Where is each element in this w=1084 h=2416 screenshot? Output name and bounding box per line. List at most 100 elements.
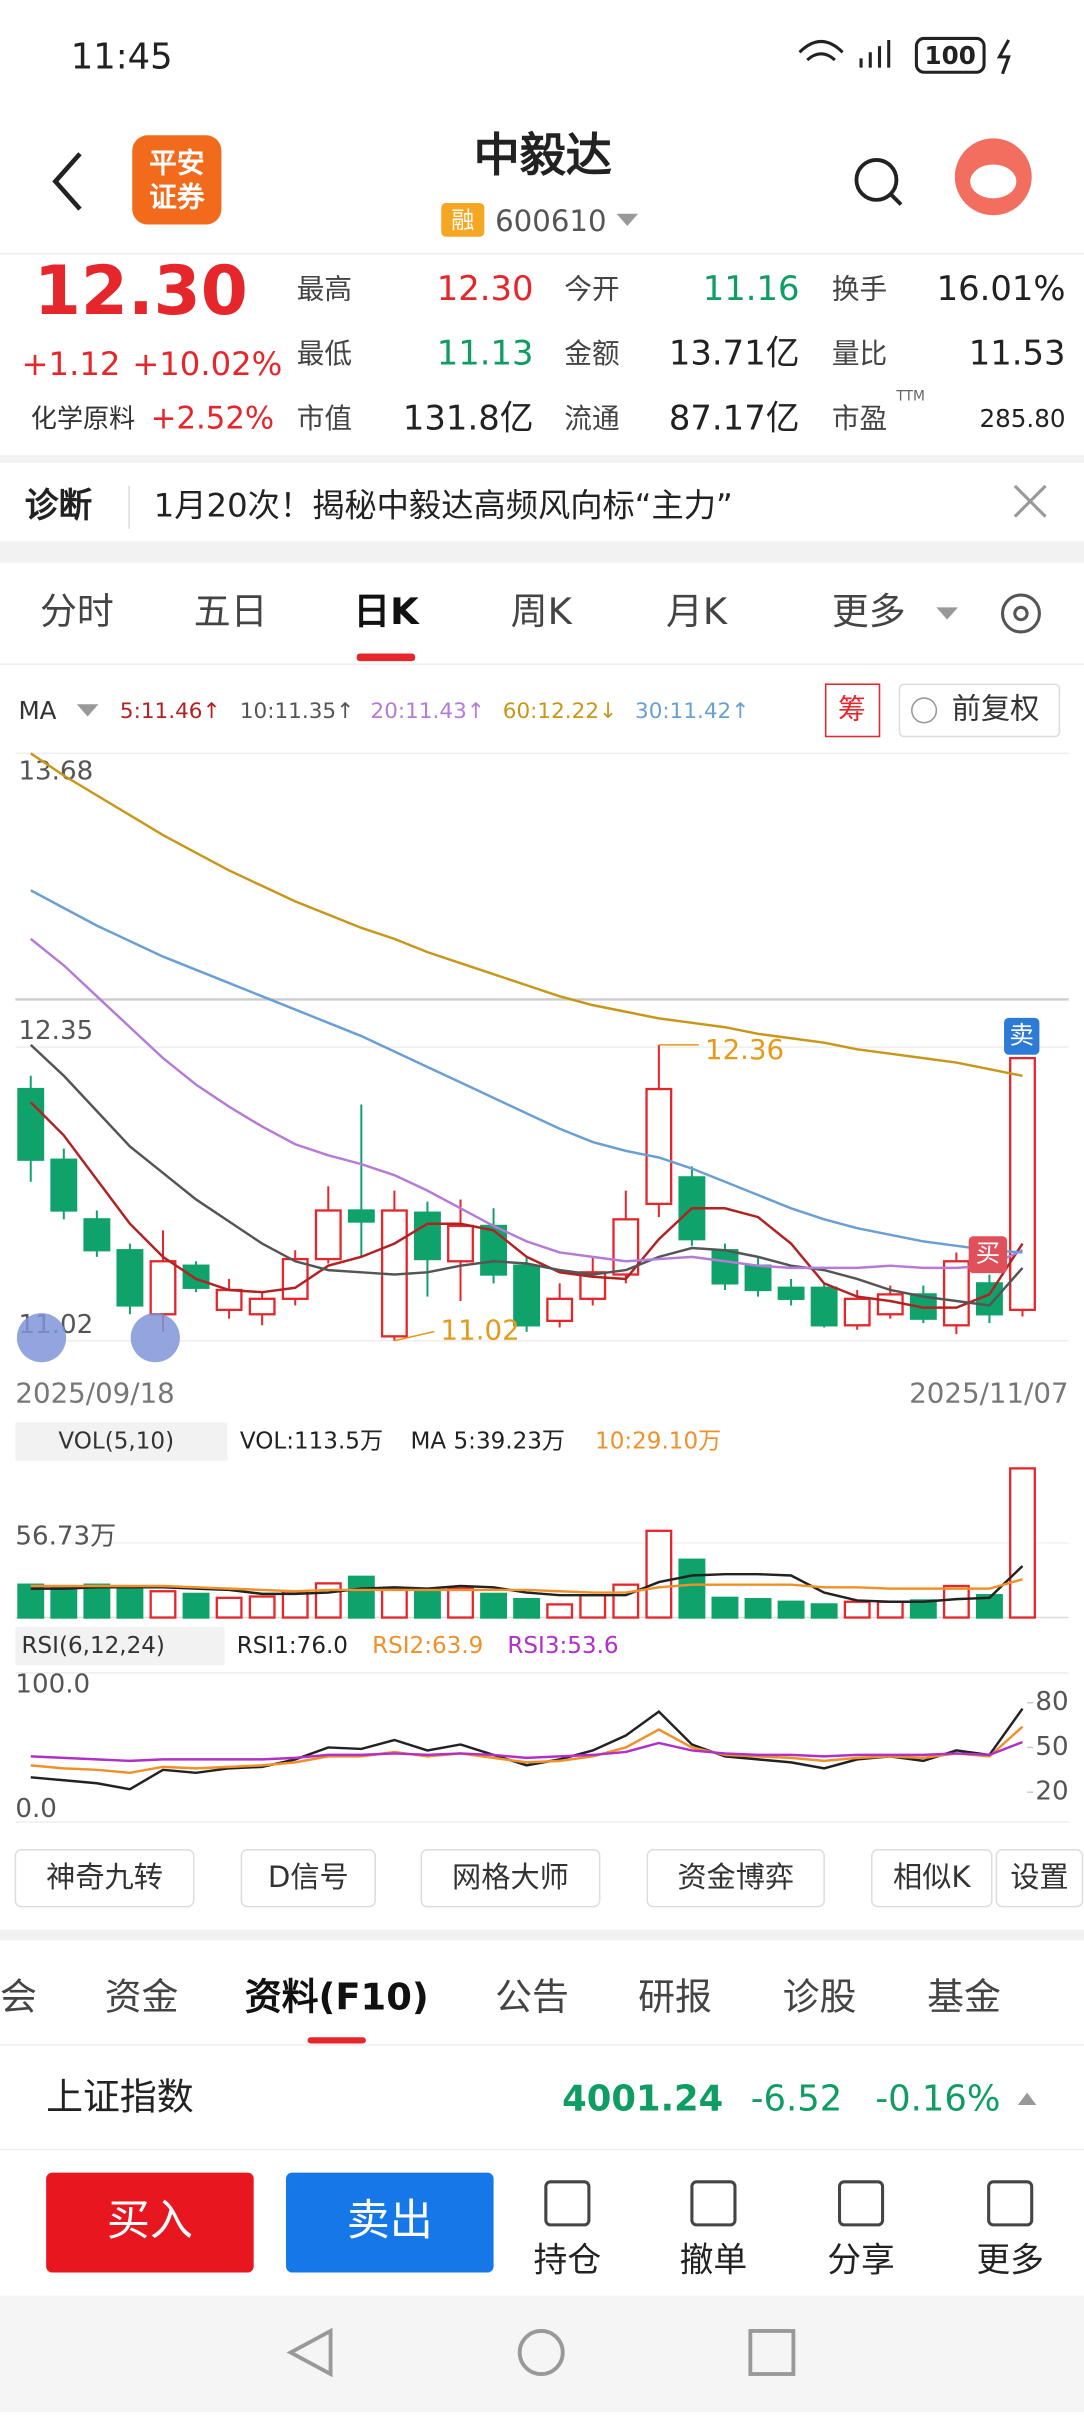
stat-label: 流通: [564, 402, 619, 435]
vol-title-box[interactable]: [15, 1422, 228, 1461]
stat-label: 今开: [564, 273, 619, 306]
tool-label[interactable]: 相似K: [893, 1860, 971, 1894]
bottom-tab[interactable]: 公告: [495, 1975, 569, 2018]
sector: 化学原料: [31, 404, 136, 434]
tool-button[interactable]: [646, 1848, 825, 1908]
sector-change: +2.52%: [151, 400, 274, 436]
volume-bar: [248, 1595, 276, 1619]
margin-tag-box: [441, 202, 485, 237]
tool-button[interactable]: [240, 1848, 376, 1908]
x-tick-label: 2025/09/18: [15, 1377, 174, 1410]
stat-label: 金额: [564, 337, 619, 370]
volume-bar: [612, 1583, 640, 1619]
candle-body: [810, 1286, 838, 1327]
y-tick-label: 100.0: [15, 1670, 90, 1700]
action-label[interactable]: 撤单: [680, 2240, 748, 2279]
stat-value: 285.80: [979, 404, 1065, 433]
action-label[interactable]: 更多: [976, 2240, 1044, 2279]
tab[interactable]: 五日: [194, 590, 268, 633]
chip-button[interactable]: 筹: [838, 692, 866, 725]
tab[interactable]: 周K: [511, 590, 573, 633]
vol-title[interactable]: VOL(5,10): [58, 1429, 174, 1455]
bottom-tab[interactable]: 资金: [105, 1975, 179, 2018]
bottom-tab[interactable]: 资料(F10): [245, 1975, 429, 2018]
back-button[interactable]: [52, 152, 82, 211]
draw-icon[interactable]: [130, 1313, 180, 1363]
indicator-label[interactable]: MA: [18, 696, 56, 725]
stock-code: 600610: [495, 204, 606, 238]
bottom-tab[interactable]: 研报: [638, 1975, 712, 2018]
bottom-tab[interactable]: 会: [0, 1975, 37, 2018]
buy-label[interactable]: 买入: [107, 2196, 193, 2246]
buy-button[interactable]: [46, 2172, 254, 2273]
stat-label: 最高: [297, 273, 352, 306]
action-icon: [544, 2180, 591, 2227]
status-icons: [798, 36, 1011, 75]
series-line: [30, 889, 1023, 1254]
volume-bar: [1009, 1467, 1036, 1619]
rsi-title-box[interactable]: [15, 1626, 225, 1666]
bottom-tab[interactable]: 基金: [927, 1975, 1001, 2018]
candle-body: [149, 1260, 177, 1316]
diagnosis-text[interactable]: 1月20次！揭秘中毅达高频风向标“主力”: [154, 486, 733, 524]
tool-button[interactable]: [420, 1848, 601, 1908]
index-toggle[interactable]: [1017, 2092, 1037, 2105]
tool-button[interactable]: [871, 1848, 993, 1908]
volume-bar: [843, 1600, 871, 1619]
tool-button[interactable]: [14, 1848, 195, 1908]
high-label: 12.36: [705, 1033, 784, 1066]
nav-buttons[interactable]: [286, 2327, 796, 2378]
chip-button-box[interactable]: [824, 683, 881, 738]
sell-button[interactable]: [285, 2172, 494, 2273]
series-line: [30, 1707, 1024, 1791]
stat-value: 11.16: [703, 269, 800, 308]
tool-label[interactable]: 神奇九转: [46, 1860, 163, 1894]
stat-value: 11.13: [437, 334, 534, 373]
series-line: [29, 1101, 1024, 1309]
stock-name: 中毅达: [474, 128, 612, 182]
volume-bar: [314, 1582, 342, 1619]
settings-button[interactable]: [1000, 593, 1041, 634]
code-dropdown[interactable]: [616, 213, 639, 227]
sell-label[interactable]: 卖出: [347, 2196, 433, 2246]
volume-bar: [281, 1590, 309, 1619]
series-line: [30, 1565, 1024, 1603]
leader-line: [394, 1330, 435, 1342]
tab[interactable]: 日K: [353, 590, 420, 633]
series-line: [29, 1043, 1024, 1307]
tab[interactable]: 更多: [832, 590, 906, 633]
action-label[interactable]: 持仓: [534, 2240, 602, 2279]
series-line: [30, 1578, 1023, 1594]
search-button[interactable]: [854, 157, 903, 206]
broker-logo: [132, 135, 222, 225]
action-label[interactable]: 分享: [827, 2240, 895, 2279]
tool-button[interactable]: [995, 1848, 1084, 1908]
candle-body: [777, 1286, 805, 1300]
bottom-tab[interactable]: 诊股: [783, 1975, 857, 2018]
candle-body: [83, 1218, 111, 1252]
stat-value: 12.30: [437, 269, 534, 308]
price-chart: 13.6812.3511.022025/09/182025/11/0712.36…: [15, 752, 1069, 1410]
tab[interactable]: 分时: [40, 590, 114, 633]
adjust-button[interactable]: 前复权: [952, 691, 1040, 725]
volume-bar: [50, 1586, 78, 1619]
tool-label[interactable]: D信号: [268, 1860, 349, 1894]
action-icon: [690, 2180, 737, 2227]
avatar-face: [970, 164, 1017, 199]
adjust-button-box[interactable]: [898, 683, 1061, 738]
more-dropdown: [936, 607, 958, 620]
tool-label[interactable]: 设置: [1010, 1860, 1068, 1894]
candle-body: [612, 1218, 640, 1276]
tool-label[interactable]: 资金博弈: [677, 1860, 794, 1894]
rsi-title[interactable]: RSI(6,12,24): [22, 1633, 165, 1659]
tab[interactable]: 月K: [666, 590, 728, 633]
price-change-pct: +10.02%: [132, 345, 282, 383]
stat-label: 换手: [832, 273, 887, 306]
tool-label[interactable]: 网格大师: [452, 1860, 569, 1894]
close-button[interactable]: [1013, 484, 1047, 518]
y-tick-label: 12.35: [18, 1016, 93, 1046]
tab-indicator: [307, 2037, 366, 2044]
series-line: [29, 937, 1024, 1270]
expand-icon[interactable]: [16, 1313, 67, 1363]
info-icon: [911, 697, 938, 724]
